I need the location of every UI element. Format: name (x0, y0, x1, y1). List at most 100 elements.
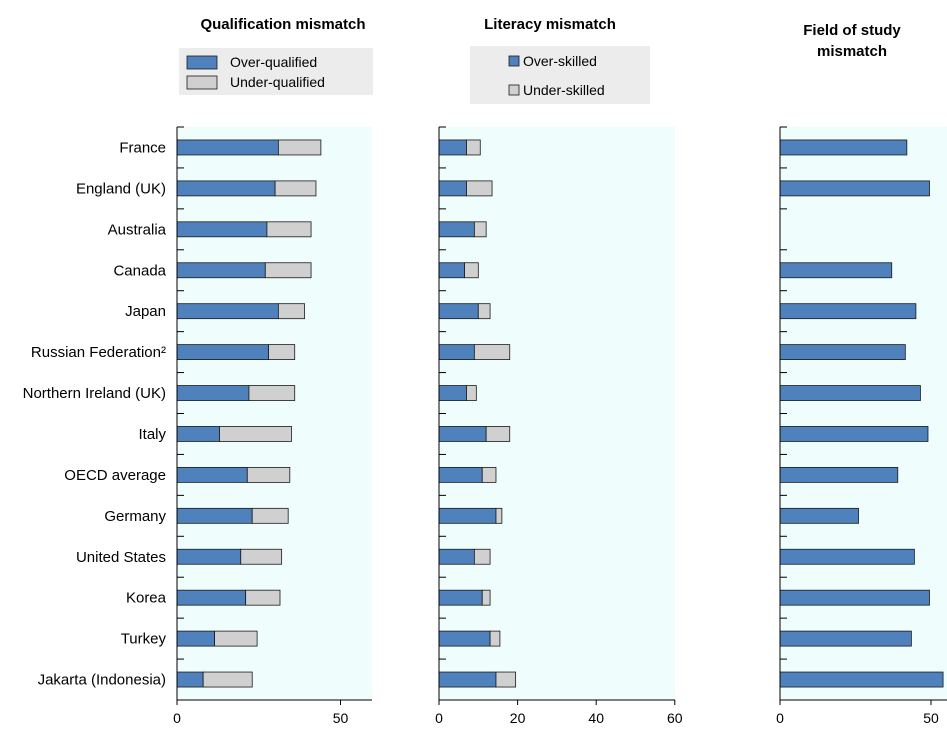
bar (176, 139, 279, 156)
bar (214, 630, 258, 647)
bar (176, 466, 248, 483)
category-label: OECD average (64, 467, 166, 484)
bar (779, 548, 915, 565)
bar (251, 507, 289, 524)
bar (176, 262, 266, 279)
bar (466, 139, 481, 156)
bar (438, 139, 467, 156)
bar (438, 303, 479, 320)
bar (176, 385, 250, 401)
bar (779, 139, 908, 156)
category-label: Turkey (121, 631, 167, 648)
bar (246, 466, 291, 483)
x-tick-label: 60 (667, 710, 683, 726)
legend-swatch (186, 75, 218, 90)
bar (438, 385, 467, 401)
bar (481, 589, 491, 606)
bar (438, 466, 483, 483)
legend-swatch (508, 55, 520, 67)
category-label: United States (76, 549, 166, 566)
bar (264, 262, 312, 279)
category-label: Italy (138, 426, 166, 443)
bar (176, 548, 242, 565)
bar (779, 466, 899, 483)
bar (466, 180, 493, 197)
bar (245, 589, 281, 606)
x-tick-label: 20 (510, 710, 526, 726)
legend-swatch (186, 55, 218, 70)
bar (268, 344, 296, 361)
bar (779, 589, 930, 606)
bar (477, 303, 491, 320)
bar (277, 303, 305, 320)
bar (438, 344, 475, 361)
bar (779, 507, 859, 524)
bar (176, 671, 204, 688)
legend-label: Under-qualified (230, 74, 325, 90)
bar (176, 426, 220, 442)
bar (240, 548, 283, 565)
panel-title: Field of study (803, 22, 901, 39)
x-tick-label: 50 (333, 710, 349, 726)
bar (495, 507, 503, 524)
bar (176, 221, 268, 238)
bar (176, 630, 216, 647)
legend-label: Over-qualified (230, 54, 317, 70)
bar (202, 671, 253, 688)
bar (779, 262, 893, 279)
panel-title: Qualification mismatch (200, 16, 365, 33)
legend-swatch (508, 84, 520, 96)
bar (473, 221, 487, 238)
plot-area (439, 127, 675, 700)
bar (176, 344, 269, 361)
bar (438, 671, 497, 688)
x-tick-label: 0 (776, 710, 784, 726)
bar (438, 630, 491, 647)
category-label: Canada (113, 262, 166, 279)
x-tick-label: 50 (923, 710, 939, 726)
bar (266, 221, 312, 238)
bar (779, 344, 906, 361)
category-label: Germany (104, 508, 166, 525)
bar (779, 180, 930, 197)
legend-label: Over-skilled (523, 53, 597, 69)
bar (489, 630, 501, 647)
x-tick-label: 40 (588, 710, 604, 726)
category-label: Northern Ireland (UK) (23, 385, 166, 402)
bar (779, 426, 929, 442)
category-label: Russian Federation² (31, 344, 166, 361)
bar (277, 139, 322, 156)
bar (438, 262, 465, 279)
category-label: Jakarta (Indonesia) (38, 672, 166, 689)
bar (481, 466, 497, 483)
bar (473, 548, 491, 565)
bar (464, 262, 479, 279)
bar (176, 507, 253, 524)
category-label: France (119, 139, 166, 156)
plot-area (177, 127, 372, 700)
panel-title: Literacy mismatch (484, 16, 616, 33)
bar (779, 385, 921, 401)
bar (779, 303, 917, 320)
bar (495, 671, 517, 688)
bar (219, 426, 292, 442)
bar (473, 344, 511, 361)
category-label: Korea (126, 590, 167, 607)
bar (248, 385, 296, 401)
bar (438, 507, 497, 524)
bar (438, 589, 483, 606)
bar (779, 671, 944, 688)
x-tick-label: 0 (435, 710, 443, 726)
bar (779, 630, 912, 647)
bar (438, 180, 467, 197)
legend-background (470, 46, 650, 104)
bar (176, 589, 247, 606)
bar (176, 180, 276, 197)
bar (485, 426, 511, 442)
bar (438, 548, 475, 565)
bar (466, 385, 477, 401)
panel-title: mismatch (817, 43, 887, 60)
category-label: Australia (108, 221, 167, 238)
bar (438, 221, 475, 238)
